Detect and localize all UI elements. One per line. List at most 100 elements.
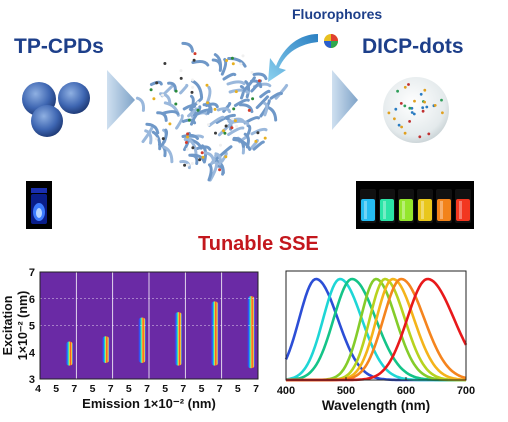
x-tick-label: 500: [337, 385, 355, 397]
dicp-dots-label: DICP-dots: [362, 35, 464, 58]
fluorophore-dot: [196, 108, 200, 112]
fluorophore-dot: [231, 62, 235, 66]
fluorophore-dot: [206, 101, 210, 105]
fluorophore-dot: [154, 137, 158, 141]
polymer-strand: [252, 72, 268, 81]
fluorophore-dot: [183, 163, 187, 167]
polymer-strand: [220, 151, 228, 163]
y-tick-label: 7: [29, 267, 35, 279]
fluorophore-dot: [241, 54, 245, 58]
polymer-strand: [161, 110, 180, 116]
fluorophore-dot: [410, 111, 414, 114]
fluorophore-dot: [250, 71, 254, 74]
x-axis-label: Emission 1×10⁻² (nm): [82, 396, 216, 411]
heatmap-peak-band: [101, 336, 110, 363]
polymer-strand: [242, 76, 256, 93]
fluorophore-dot: [399, 102, 403, 105]
polymer-strand: [181, 133, 199, 140]
polymer-strand: [203, 151, 216, 165]
fluorophore-dot: [186, 163, 190, 167]
fluorophore-dot: [174, 102, 178, 106]
polymer-strand: [191, 60, 210, 67]
fluorophore-dot: [201, 155, 205, 159]
vial-glow: [399, 199, 413, 221]
heatmap-peak-band: [247, 296, 256, 369]
polymer-strand: [188, 153, 206, 163]
polymer-strand: [207, 115, 225, 127]
vial-glow: [437, 199, 451, 221]
polymer-strand: [179, 83, 189, 95]
polymer-strand: [207, 163, 213, 182]
fluorophore-dot: [196, 101, 200, 105]
polymer-strand: [181, 41, 194, 53]
polymer-strand: [233, 98, 250, 107]
vial-highlight: [421, 201, 424, 219]
polymer-strand: [161, 128, 169, 146]
tp-cpd-vial-photo: [26, 181, 52, 229]
y-tick-label: 4: [29, 347, 36, 359]
polymer-strand: [232, 136, 245, 148]
polymer-strand: [227, 56, 247, 68]
fluorophore-dot: [230, 56, 234, 60]
fluorophore-dot: [213, 107, 217, 111]
fluorophore-dot: [225, 59, 229, 62]
fluorophore-dot: [191, 85, 195, 89]
x-tick-label: 7: [144, 383, 150, 395]
polymer-strand: [215, 113, 236, 124]
fluorophore-dot: [441, 111, 444, 115]
fluorophore-dot: [152, 97, 156, 101]
fluorophore-dot: [418, 135, 422, 139]
fluorophore-dot: [224, 124, 228, 128]
polymer-strand: [209, 154, 218, 167]
vial-highlight: [459, 201, 462, 219]
y-axis-label: Excitation: [1, 296, 15, 356]
spectra-axes: 400 500 600 700 Wavelength (nm): [277, 270, 475, 413]
fluorophore-dot: [179, 69, 183, 73]
fluorophore-dot: [234, 90, 238, 94]
polymer-strand: [213, 53, 223, 72]
dicp-dot-particle: [383, 77, 449, 143]
fluorophore-dot: [222, 129, 225, 133]
fluorophore-dot: [168, 122, 172, 126]
polymer-strand: [193, 108, 212, 117]
fluorophore-dot: [214, 131, 217, 135]
polymer-strand: [228, 88, 250, 94]
polymer-strand: [196, 145, 212, 151]
polymer-strand: [181, 118, 197, 125]
fluorophore-dot: [200, 151, 204, 155]
emission-spectrum-line: [286, 277, 466, 382]
fluorophore-dot: [403, 104, 407, 108]
emission-spectra-chart: 400 500 600 700 Wavelength (nm): [277, 270, 475, 413]
fluorophore-dot: [219, 143, 222, 147]
fluorophore-dot: [410, 106, 414, 110]
fluorophore-dot: [193, 52, 197, 56]
polymer-strand: [220, 58, 228, 76]
fluorophore-dot: [191, 146, 195, 150]
fluorophore-dot: [224, 155, 228, 159]
y-axis-label: 1×10⁻² (nm): [16, 291, 30, 360]
spectra-frame: [285, 270, 467, 381]
polymer-strand: [145, 122, 160, 135]
fluorophore-sphere-icon: [324, 34, 338, 48]
polymer-strand: [274, 84, 289, 100]
polymer-strand: [238, 103, 254, 114]
x-tick-label: 7: [71, 383, 77, 395]
heatmap-frame: [39, 271, 259, 380]
fluorophore-dot: [218, 168, 222, 172]
x-tick-label: 7: [108, 383, 114, 395]
x-axis-label: Wavelength (nm): [322, 398, 430, 413]
right-arrow-icon: [107, 70, 135, 130]
polymer-strand: [187, 107, 199, 118]
polymer-strand: [208, 161, 219, 182]
fluorophore-dot: [393, 117, 396, 121]
polymer-strand: [226, 80, 246, 86]
polymer-strand: [162, 145, 174, 164]
vial-glow: [380, 199, 394, 221]
vial-highlight: [440, 201, 443, 219]
fluorophore-dot: [187, 118, 191, 122]
fluorophore-dot: [231, 117, 235, 121]
polymer-strand: [250, 127, 268, 136]
fluorophore-dot: [427, 132, 431, 136]
tp-cpd-particle: [31, 105, 63, 137]
